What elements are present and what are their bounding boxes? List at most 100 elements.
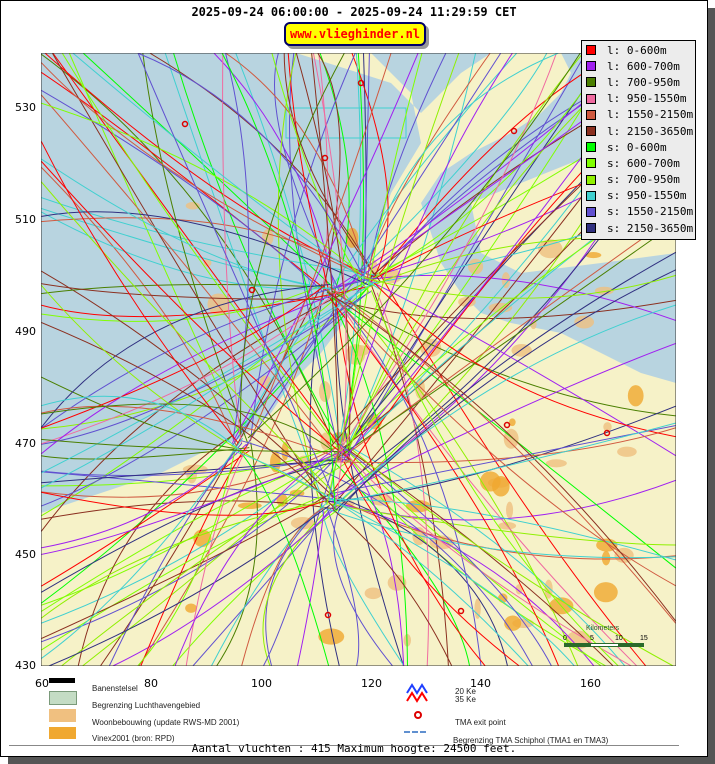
- scale-tick: 5: [590, 635, 594, 642]
- runway-swatch: [49, 678, 75, 683]
- flight-track: [41, 283, 326, 295]
- flight-track: [41, 211, 371, 287]
- scale-tick: 0: [563, 635, 567, 642]
- legend-label: s: 600-700m: [607, 156, 680, 170]
- flight-track: [41, 491, 325, 516]
- flight-track: [174, 450, 334, 666]
- x-tick: 140: [470, 677, 491, 690]
- flight-track: [347, 53, 584, 453]
- flight-track: [41, 292, 369, 507]
- legend-item: s: 950-1550m: [582, 188, 695, 204]
- flight-track: [41, 181, 336, 495]
- flight-track: [325, 499, 595, 666]
- flight-track: [332, 509, 453, 666]
- legend-swatch: [586, 61, 596, 72]
- flight-track: [344, 451, 632, 666]
- flight-track: [41, 270, 336, 499]
- flight-track: [51, 53, 325, 500]
- flight-track: [41, 437, 244, 660]
- x-tick: 80: [144, 677, 158, 690]
- flight-track: [329, 342, 676, 500]
- flight-track: [329, 497, 575, 666]
- flight-track: [339, 422, 676, 503]
- y-tick: 470: [15, 437, 36, 450]
- flight-track: [41, 447, 250, 460]
- legend-swatch: [586, 93, 596, 104]
- flight-track: [328, 53, 362, 499]
- vinex-swatch: [49, 727, 76, 739]
- legend-item: s: 700-950m: [582, 172, 695, 188]
- legend-swatch: [586, 223, 596, 234]
- legend-swatch: [586, 190, 596, 201]
- legend-item: s: 2150-3650m: [582, 220, 695, 236]
- y-tick: 510: [15, 213, 36, 226]
- housing-label: Woonbebouwing (update RWS-MD 2001): [92, 718, 240, 727]
- flight-track: [225, 53, 250, 440]
- scale-bar: Kilometers 0 5 10 15: [563, 625, 648, 647]
- y-tick: 530: [15, 101, 36, 114]
- tma-boundary-icon: [404, 731, 426, 733]
- flight-track: [41, 438, 338, 453]
- flight-track: [82, 53, 332, 286]
- flight-track: [41, 211, 341, 290]
- x-tick: 60: [35, 677, 49, 690]
- legend-item: l: 950-1550m: [582, 91, 695, 107]
- flight-track: [61, 53, 348, 459]
- flight-track: [333, 507, 393, 666]
- legend-item: s: 0-600m: [582, 139, 695, 155]
- flight-track: [331, 290, 676, 417]
- flight-track: [250, 53, 356, 442]
- flight-track: [283, 53, 381, 283]
- site-link[interactable]: www.vlieghinder.nl: [284, 22, 426, 46]
- flight-track: [41, 285, 325, 429]
- flight-track: [41, 207, 331, 290]
- flight-track: [225, 53, 368, 275]
- flight-track: [41, 458, 346, 484]
- tma-exit-point: [324, 611, 332, 619]
- runway-label: Banenstelsel: [92, 684, 138, 693]
- flight-track: [341, 53, 610, 457]
- flight-track: [41, 500, 338, 520]
- tma-boundary-label: Begrenzing TMA Schiphol (TMA1 en TMA3): [453, 736, 609, 745]
- exit-point-icon: [414, 711, 422, 719]
- legend-label: l: 600-700m: [607, 59, 680, 73]
- flight-tracks: [41, 53, 676, 666]
- flight-track: [376, 292, 430, 666]
- legend-label: s: 950-1550m: [607, 189, 687, 203]
- flight-track: [366, 53, 491, 282]
- flight-track: [362, 53, 559, 280]
- housing-swatch: [49, 709, 76, 722]
- flight-track: [233, 450, 529, 666]
- flight-track: [41, 461, 336, 593]
- flight-track: [262, 455, 337, 666]
- flight-track-map: Kilometers 0 5 10 15: [41, 53, 676, 666]
- scale-tick: 10: [615, 635, 623, 642]
- flight-track: [41, 281, 375, 489]
- legend-label: s: 1550-2150m: [607, 205, 694, 219]
- flight-track: [216, 442, 258, 666]
- flight-track: [321, 501, 405, 666]
- flight-track: [277, 53, 322, 508]
- legend-swatch: [586, 158, 596, 169]
- flight-track: [335, 301, 405, 666]
- flight-track: [222, 53, 242, 444]
- tma-exit-point: [321, 154, 329, 162]
- tma-marker: [285, 107, 407, 139]
- legend-item: s: 1550-2150m: [582, 204, 695, 220]
- flight-track: [41, 447, 337, 498]
- flight-track: [363, 274, 676, 299]
- flight-track: [336, 222, 676, 460]
- flight-track: [339, 444, 552, 666]
- flight-track: [41, 166, 237, 447]
- flight-track: [333, 304, 676, 507]
- legend-item: s: 600-700m: [582, 155, 695, 171]
- x-tick: 100: [251, 677, 272, 690]
- flight-track: [41, 285, 370, 604]
- flight-track: [41, 158, 333, 290]
- airport-boundary-label: Begrenzing Luchthavengebied: [92, 701, 201, 710]
- flight-track: [239, 450, 330, 666]
- flight-track: [41, 277, 378, 429]
- legend-item: l: 600-700m: [582, 58, 695, 74]
- legend-swatch: [586, 206, 596, 217]
- y-tick: 490: [15, 325, 36, 338]
